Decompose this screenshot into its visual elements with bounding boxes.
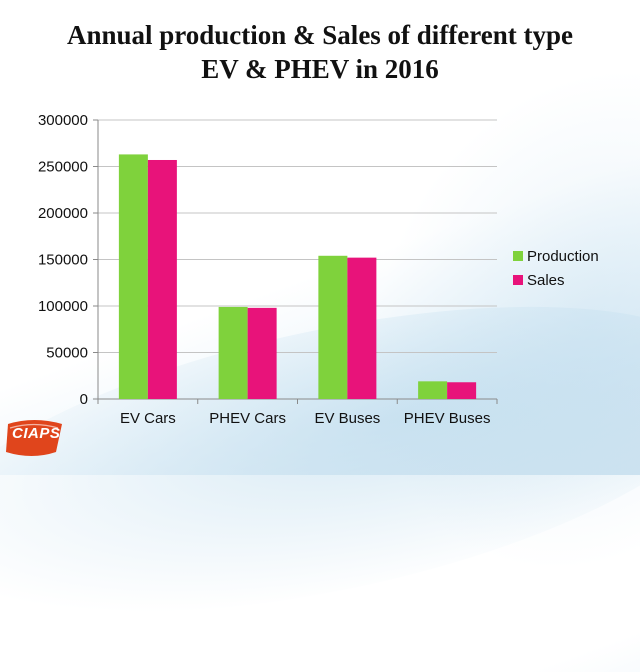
y-tick-label: 200000 (38, 205, 88, 222)
chart-title: Annual production & Sales of different t… (0, 18, 640, 86)
x-tick-label: PHEV Buses (404, 410, 491, 427)
y-tick-label: 0 (80, 391, 88, 408)
bar-production-ev-buses (318, 255, 348, 399)
legend-label-production: Production (527, 248, 599, 265)
bar-chart: 0 50000 100000 150000 200000 250000 300000 EV C… (38, 112, 599, 427)
y-tick-label: 300000 (38, 112, 88, 129)
ciaps-logo: CIAPS (4, 418, 66, 458)
legend-label-sales: Sales (527, 272, 565, 289)
y-tick-label: 250000 (38, 159, 88, 176)
chart-title-line-1: Annual production & Sales of different t… (66, 20, 574, 50)
bar-sales-phev-cars (247, 307, 277, 399)
chart-title-line-2: EV & PHEV in 2016 (201, 54, 439, 84)
bar-production-phev-buses (418, 381, 448, 399)
bar-sales-ev-cars (147, 159, 177, 399)
x-tick-label: EV Buses (314, 410, 380, 427)
y-tick-label: 50000 (46, 345, 88, 362)
logo-text: CIAPS (12, 425, 61, 442)
bar-production-phev-cars (218, 306, 248, 399)
y-tick-label: 150000 (38, 252, 88, 269)
bar-sales-phev-buses (447, 382, 477, 399)
x-tick-label: EV Cars (120, 410, 176, 427)
logo-badge-icon (6, 420, 62, 456)
bar-production-ev-cars (118, 154, 148, 399)
bar-sales-ev-buses (347, 257, 377, 399)
y-tick-label: 100000 (38, 298, 88, 315)
x-tick-label: PHEV Cars (209, 410, 286, 427)
legend-swatch-sales (513, 275, 523, 285)
legend-swatch-production (513, 251, 523, 261)
